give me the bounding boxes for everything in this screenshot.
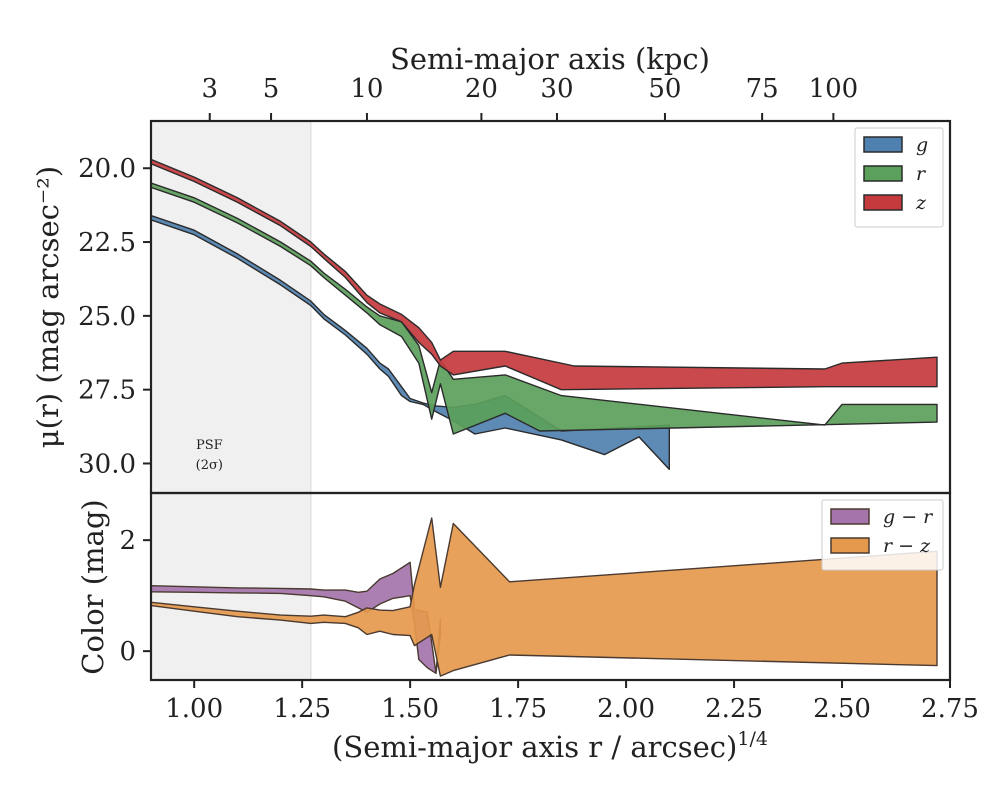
- legend-label-r: r: [916, 163, 927, 185]
- x-tick-label: 2.75: [921, 694, 979, 724]
- band-r: [151, 182, 938, 435]
- legend-label-z: z: [915, 192, 927, 214]
- y-tick-label: 27.5: [78, 376, 136, 406]
- y-axis-title-surface-brightness: μ(r) (mag arcsec⁻²): [31, 166, 65, 448]
- y-tick-label: 20.0: [78, 154, 136, 184]
- legend-label-r-z: r − z: [883, 535, 931, 557]
- top-x-axis-title: Semi-major axis (kpc): [390, 42, 710, 76]
- x-tick-label: 1.75: [489, 694, 547, 724]
- psf-label: PSF: [196, 438, 223, 453]
- legend-label-g-r: g − r: [883, 506, 934, 528]
- y-axis-title-color: Color (mag): [76, 499, 110, 674]
- x-tick-label: 2.25: [705, 694, 763, 724]
- top-x-tick-label: 5: [263, 74, 280, 104]
- x-axis-title-main: (Semi-major axis r / arcsec): [332, 730, 737, 764]
- bottom-panel-frame: [149, 491, 952, 682]
- top-x-tick-label: 10: [350, 74, 383, 104]
- legend-swatch-g-r: [830, 508, 870, 525]
- top-x-tick-label: 20: [465, 74, 498, 104]
- band-z: [151, 158, 938, 391]
- x-axis-title-superscript: 1/4: [737, 728, 768, 750]
- x-axis-title: (Semi-major axis r / arcsec)1/4: [332, 728, 768, 764]
- legend-swatch-r: [863, 165, 903, 182]
- legend-swatch-z: [863, 194, 903, 211]
- x-tick-label: 2.50: [813, 694, 871, 724]
- top-x-tick-label: 100: [809, 74, 859, 104]
- color-y-tick-label: 2: [119, 526, 136, 556]
- top-x-tick-label: 30: [540, 74, 573, 104]
- legend-swatch-g: [863, 136, 903, 153]
- top-x-tick-label: 3: [201, 74, 218, 104]
- x-tick-label: 1.00: [165, 694, 223, 724]
- psf-shade-region: [151, 121, 311, 493]
- y-tick-label: 30.0: [78, 449, 136, 479]
- legend-filters: grz: [854, 127, 944, 228]
- axis-ticks: 20.0 22.5 25.0 27.5 30.0 0 2 1.00 1.25 1.50 1.75 2.…: [78, 74, 979, 724]
- legend-swatch-r-z: [830, 537, 870, 554]
- psf-sigma-label: (2σ): [196, 458, 223, 473]
- legend-label-g: g: [916, 134, 928, 156]
- x-tick-label: 2.00: [597, 694, 655, 724]
- top-x-tick-label: 50: [648, 74, 681, 104]
- y-tick-label: 22.5: [78, 228, 136, 258]
- color-bands: [151, 517, 938, 677]
- band-r-z: [151, 517, 938, 677]
- y-tick-label: 25.0: [78, 302, 136, 332]
- legend-colors: g − r r − z: [821, 499, 944, 571]
- top-x-tick-label: 75: [746, 74, 779, 104]
- x-tick-label: 1.25: [273, 694, 331, 724]
- surface-brightness-bands: [151, 158, 938, 471]
- color-y-tick-label: 0: [119, 637, 136, 667]
- x-tick-label: 1.50: [381, 694, 439, 724]
- band-g: [151, 214, 670, 471]
